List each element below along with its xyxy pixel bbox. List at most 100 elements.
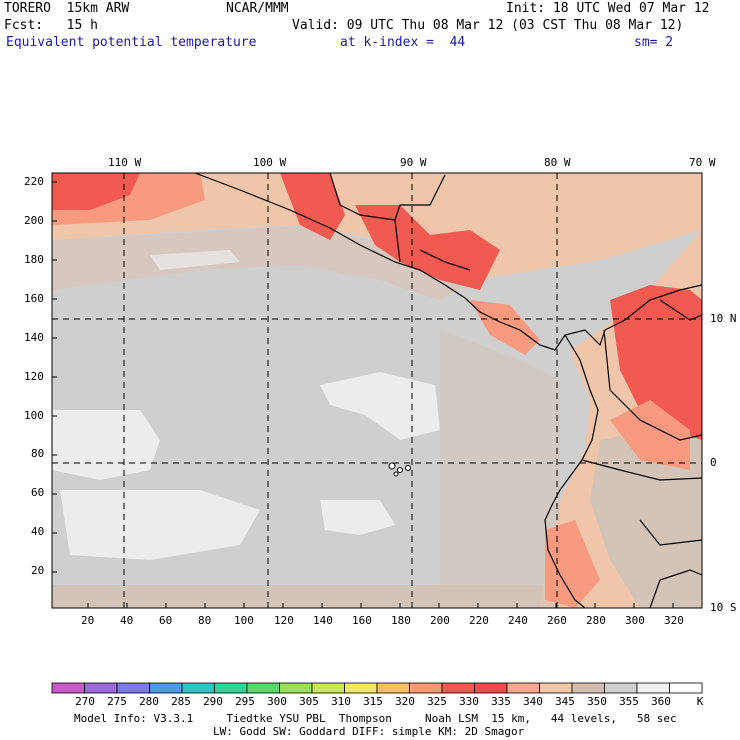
colorbar-level-label: 280 bbox=[139, 695, 159, 708]
y-tick-label: 100 bbox=[24, 409, 44, 422]
field-mexico-red bbox=[280, 173, 345, 240]
central-america-coast bbox=[194, 173, 702, 351]
colorbar-level-label: 285 bbox=[171, 695, 191, 708]
colorbar-swatch bbox=[376, 682, 410, 694]
y-tick-label: 60 bbox=[31, 486, 45, 499]
lat-label-10s: 10 S bbox=[710, 601, 737, 614]
field-light-west-1 bbox=[52, 410, 160, 480]
lon-label-110w: 110 W bbox=[108, 156, 142, 169]
y-tick-label: 120 bbox=[24, 370, 44, 383]
y-tick-label: 20 bbox=[31, 564, 45, 577]
y-tick-label: 200 bbox=[24, 214, 44, 227]
x-tick-label: 320 bbox=[664, 614, 684, 627]
colorbar-swatch bbox=[474, 682, 508, 694]
bolivia-border bbox=[649, 569, 702, 608]
colorbar-swatch bbox=[409, 682, 443, 694]
lon-label-80w: 80 W bbox=[544, 156, 571, 169]
field-amazon-taupe bbox=[590, 420, 702, 608]
colorbar-level-label: 300 bbox=[267, 695, 287, 708]
colorbar-swatch bbox=[116, 682, 150, 694]
model-info: Model Info: V3.3.1 Tiedtke YSU PBL Thomp… bbox=[74, 712, 677, 725]
colorbar-swatch bbox=[311, 682, 345, 694]
coastlines bbox=[194, 173, 702, 608]
south-america-west-coast bbox=[544, 334, 599, 608]
field-nw-red bbox=[52, 173, 140, 210]
physics-info: LW: Godd SW: Goddard DIFF: simple KM: 2D… bbox=[213, 725, 525, 738]
init-time: Init: 18 UTC Wed 07 Mar 12 bbox=[506, 1, 710, 16]
colorbar-swatch bbox=[636, 682, 670, 694]
lon-label-90w: 90 W bbox=[400, 156, 427, 169]
valid-time: Valid: 09 UTC Thu 08 Mar 12 (03 CST Thu … bbox=[292, 18, 684, 33]
colorbar-level-label: 310 bbox=[331, 695, 351, 708]
colorbar-swatch bbox=[441, 682, 475, 694]
theta-e-field bbox=[52, 173, 702, 608]
colorbar-level-label: 325 bbox=[427, 695, 447, 708]
lon-label-100w: 100 W bbox=[253, 156, 287, 169]
x-tick-label: 40 bbox=[120, 614, 134, 627]
field-light-streak bbox=[150, 250, 240, 270]
colorbar-level-label: 360 bbox=[651, 695, 671, 708]
colorbar-swatch bbox=[246, 682, 280, 694]
field-colombia-salmon bbox=[610, 400, 690, 470]
colombia-border bbox=[603, 329, 702, 441]
y-tick-label: 180 bbox=[24, 253, 44, 266]
colorbar-swatch bbox=[344, 682, 378, 694]
x-tick-label: 180 bbox=[391, 614, 411, 627]
lat-label-10n: 10 N bbox=[710, 312, 737, 325]
x-tick-label: 260 bbox=[547, 614, 567, 627]
field-light-west-2 bbox=[60, 490, 260, 560]
forecast-hour: Fcst: 15 h bbox=[4, 18, 98, 33]
colorbar-swatch bbox=[571, 682, 605, 694]
colorbar-level-label: 335 bbox=[491, 695, 511, 708]
peru-border bbox=[639, 519, 702, 546]
colorbar bbox=[51, 682, 703, 694]
guatemala-border bbox=[394, 219, 401, 263]
x-tick-label: 120 bbox=[274, 614, 294, 627]
colorbar-swatch bbox=[181, 682, 215, 694]
x-tick-label: 20 bbox=[81, 614, 95, 627]
colorbar-swatch bbox=[604, 682, 638, 694]
x-tick-label: 200 bbox=[430, 614, 450, 627]
colorbar-level-label: 320 bbox=[395, 695, 415, 708]
colorbar-level-label: 340 bbox=[523, 695, 543, 708]
y-tick-label: 140 bbox=[24, 331, 44, 344]
colorbar-level-label: 330 bbox=[459, 695, 479, 708]
y-tick-label: 80 bbox=[31, 447, 45, 460]
field-peru-salmon bbox=[545, 520, 600, 608]
colorbar-swatch bbox=[279, 682, 313, 694]
y-tick-label: 220 bbox=[24, 175, 44, 188]
lon-label-70w: 70 W bbox=[689, 156, 716, 169]
plot-frame bbox=[51, 172, 703, 609]
colorbar-level-label: 355 bbox=[619, 695, 639, 708]
y-tick-label: 40 bbox=[31, 525, 45, 538]
model-name: TORERO 15km ARW bbox=[4, 1, 130, 16]
field-north-transition bbox=[52, 226, 470, 300]
field-east-taupe bbox=[440, 330, 560, 608]
colorbar-level-label: 350 bbox=[587, 695, 607, 708]
colorbar-level-label: 345 bbox=[555, 695, 575, 708]
colorbar-unit: K bbox=[696, 695, 704, 708]
colorbar-swatch bbox=[539, 682, 573, 694]
field-venezuela-red bbox=[610, 285, 702, 440]
colorbar-level-label: 290 bbox=[203, 695, 223, 708]
center-name: NCAR/MMM bbox=[226, 1, 289, 16]
x-axis-ticks bbox=[87, 603, 674, 608]
field-name: Equivalent potential temperature bbox=[6, 35, 257, 50]
x-tick-label: 60 bbox=[159, 614, 173, 627]
x-tick-label: 300 bbox=[625, 614, 645, 627]
x-tick-label: 160 bbox=[352, 614, 372, 627]
colorbar-level-label: 305 bbox=[299, 695, 319, 708]
x-tick-label: 240 bbox=[508, 614, 528, 627]
field-light-center bbox=[320, 372, 440, 440]
x-tick-label: 100 bbox=[234, 614, 254, 627]
x-tick-label: 280 bbox=[586, 614, 606, 627]
lat-label-0: 0 bbox=[710, 456, 717, 469]
level-info: at k-index = 44 bbox=[340, 35, 466, 50]
colorbar-level-label: 315 bbox=[363, 695, 383, 708]
field-costa-rica-salmon bbox=[470, 300, 540, 355]
field-light-south bbox=[320, 500, 395, 535]
colorbar-swatch bbox=[84, 682, 118, 694]
x-tick-label: 140 bbox=[313, 614, 333, 627]
colorbar-swatch bbox=[51, 682, 85, 694]
